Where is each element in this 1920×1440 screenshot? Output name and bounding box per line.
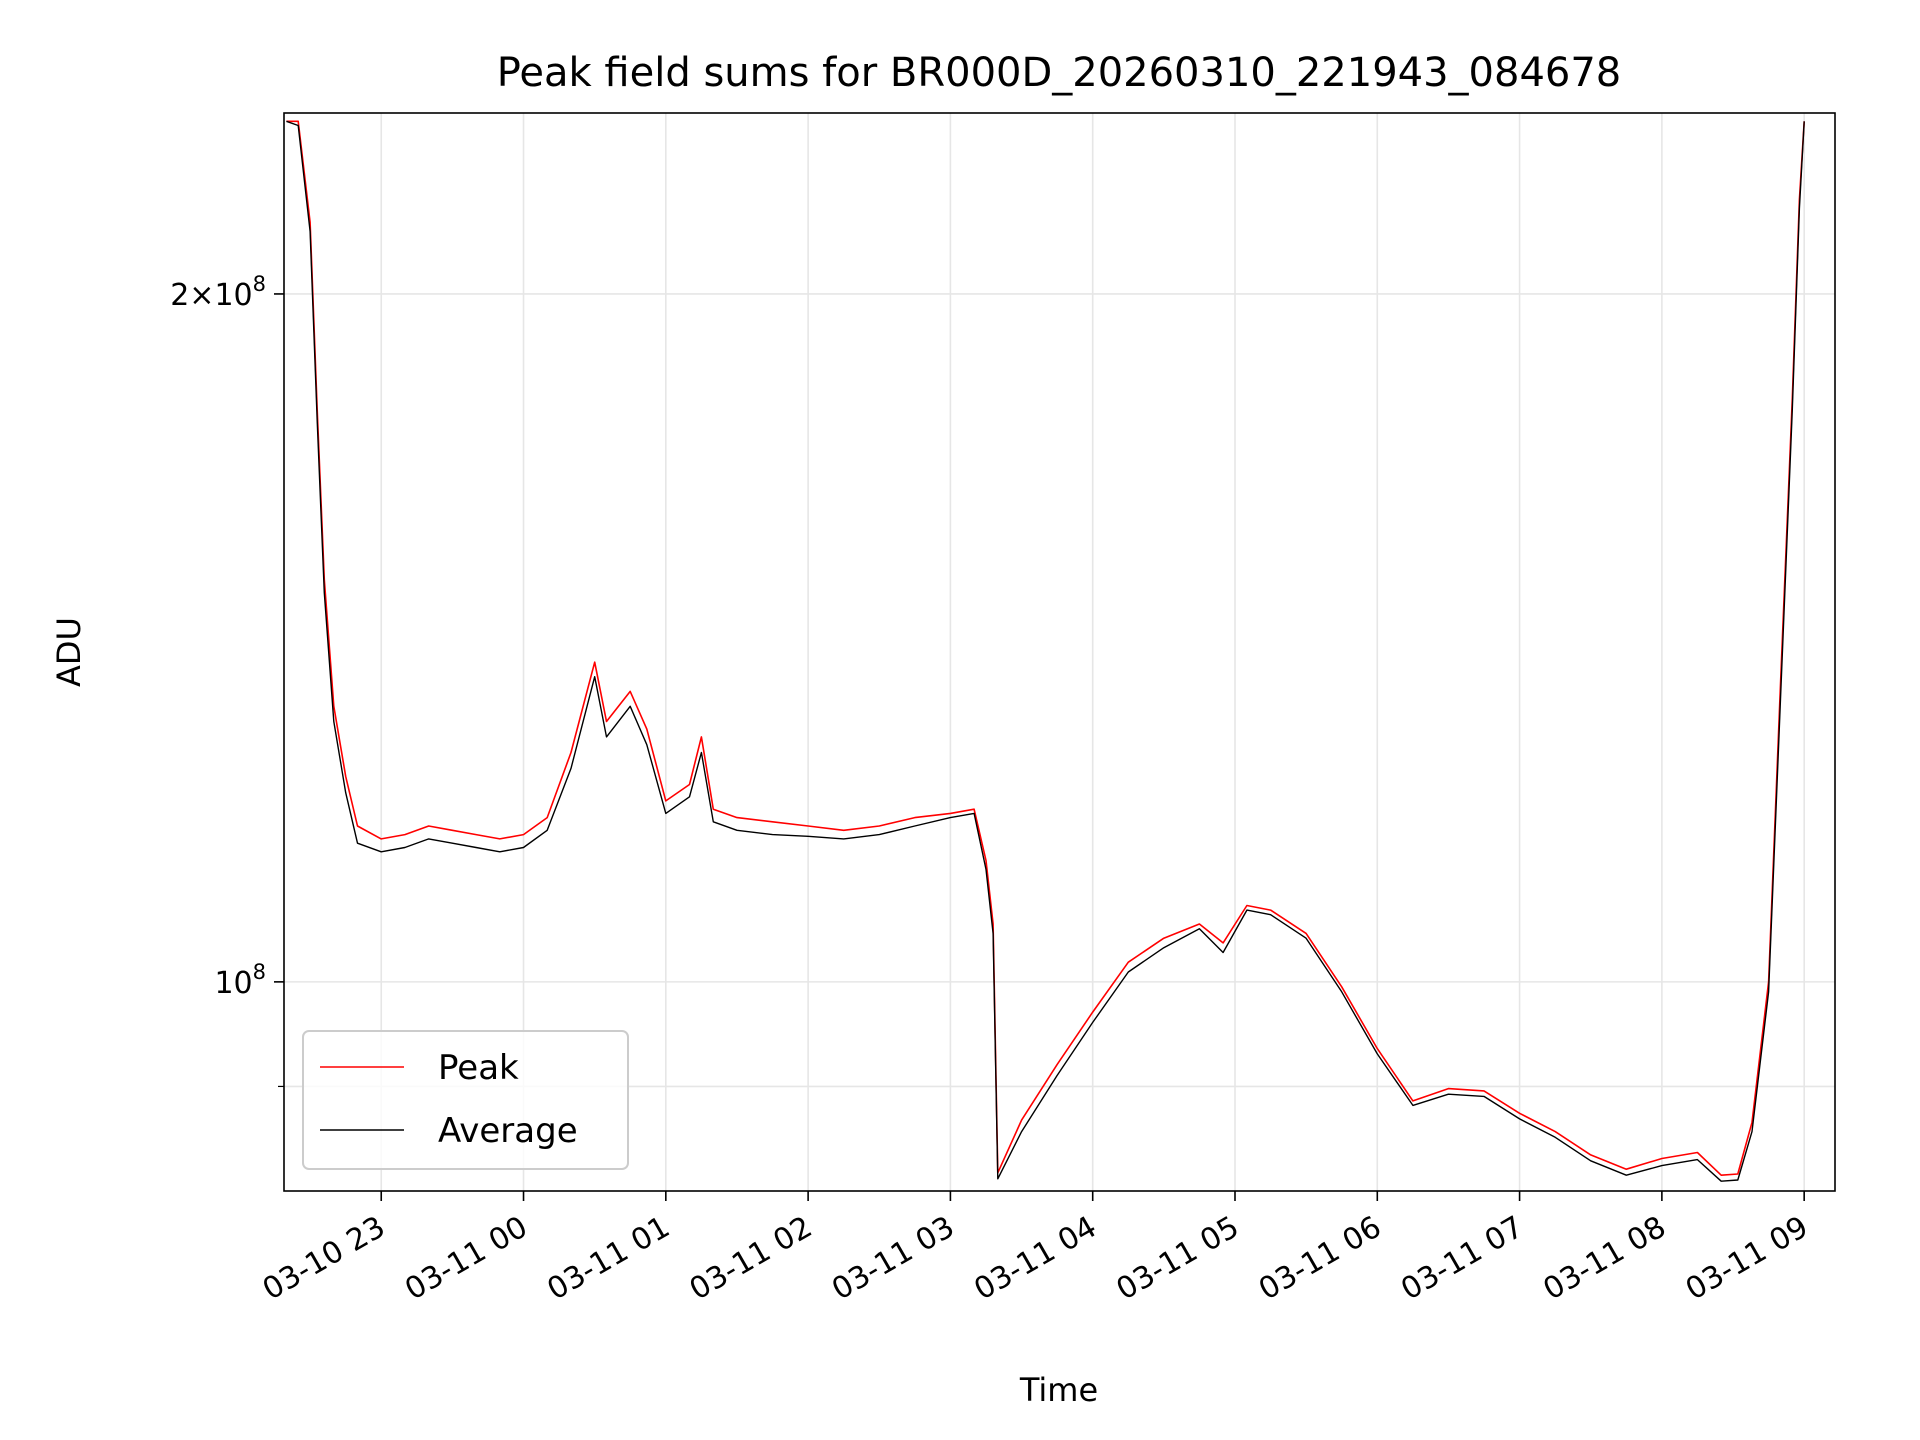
series-line-peak xyxy=(286,120,1805,1176)
y-axis-label: ADU xyxy=(50,617,88,687)
y-axis: 108 2×108 xyxy=(170,272,284,1088)
y-tick-label: 108 xyxy=(214,960,266,1001)
y-tick-label: 2×108 xyxy=(170,272,266,313)
legend-label-average: Average xyxy=(438,1111,578,1151)
plot-frame xyxy=(283,112,1836,1192)
grid xyxy=(284,113,1835,1191)
series-line-average xyxy=(286,120,1805,1182)
legend-label-peak: Peak xyxy=(438,1048,519,1088)
chart-title: Peak field sums for BR000D_20260310_2219… xyxy=(497,50,1622,96)
legend-box xyxy=(302,1030,629,1170)
series-layer xyxy=(286,120,1805,1182)
x-axis-label: Time xyxy=(1019,1371,1098,1409)
legend: Peak Average xyxy=(302,1030,629,1170)
